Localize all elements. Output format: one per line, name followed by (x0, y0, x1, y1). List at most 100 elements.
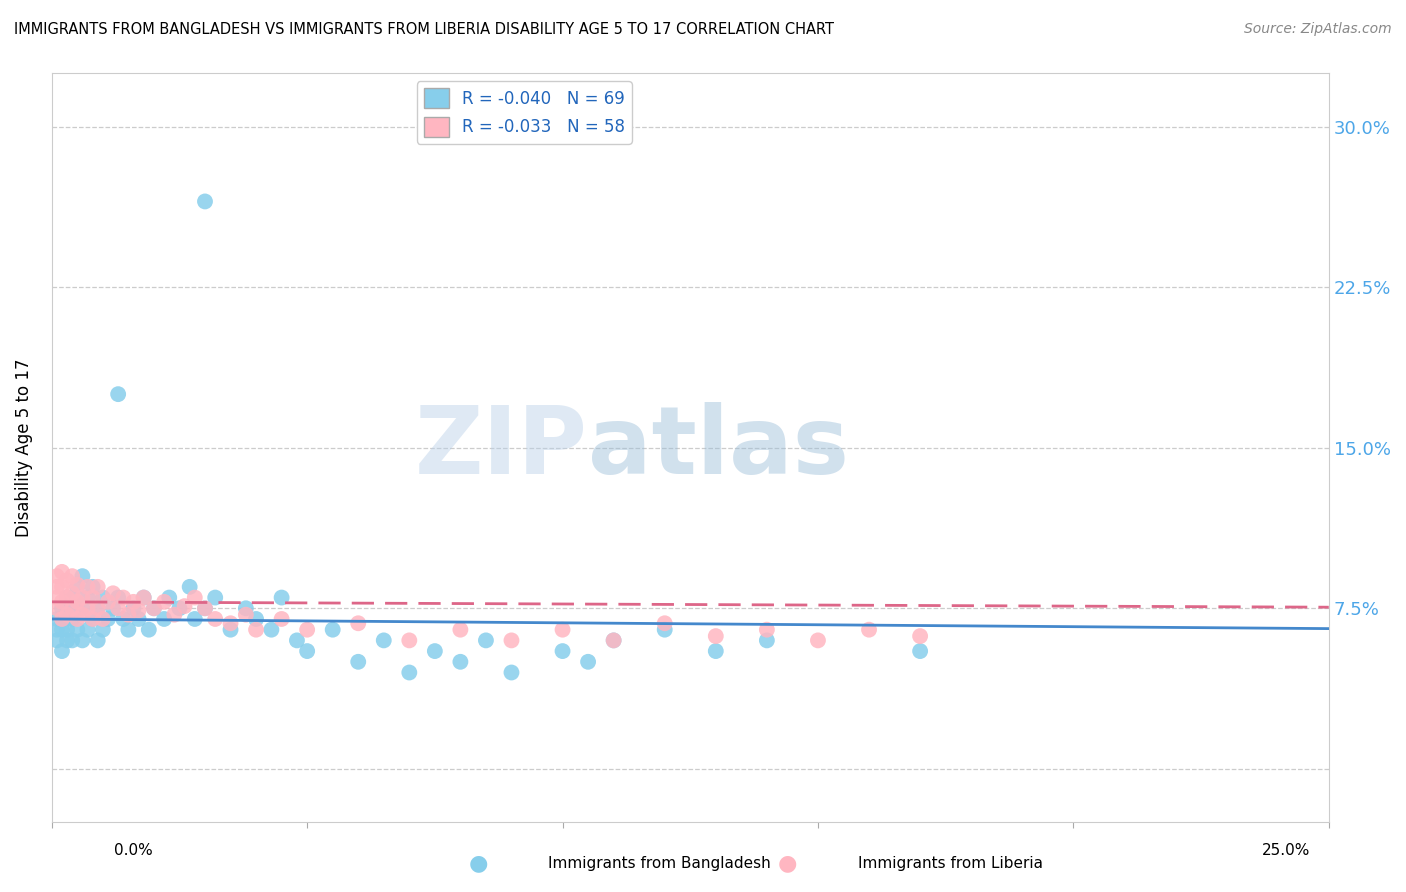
Point (755, 623, 778, 637)
Point (56, 607, 79, 622)
Point (194, 194, 217, 209)
Point (153, 595, 176, 609)
Point (56, 633, 79, 648)
Point (398, 665, 420, 680)
Point (173, 599, 195, 614)
Point (132, 591, 155, 605)
Point (45, 591, 67, 605)
Point (72, 633, 94, 648)
Point (60, 601, 83, 615)
Point (153, 612, 176, 626)
Y-axis label: Disability Age 5 to 17: Disability Age 5 to 17 (15, 359, 32, 537)
Point (501, 633, 523, 648)
Point (245, 623, 267, 637)
Point (122, 595, 145, 609)
Point (755, 633, 778, 648)
Point (122, 601, 145, 615)
Point (45, 601, 67, 615)
Point (76, 601, 98, 615)
Point (51, 612, 73, 626)
Point (66, 580, 89, 594)
Text: ●: ● (468, 854, 488, 873)
Text: 0.0%: 0.0% (114, 843, 153, 858)
Point (87, 601, 110, 615)
Point (908, 644, 931, 658)
Point (66, 595, 89, 609)
Point (132, 591, 155, 605)
Legend: R = -0.040   N = 69, R = -0.033   N = 58: R = -0.040 N = 69, R = -0.033 N = 58 (418, 81, 631, 144)
Point (45, 633, 67, 648)
Point (82, 591, 104, 605)
Point (260, 623, 283, 637)
Point (128, 612, 150, 626)
Point (219, 616, 242, 631)
Point (179, 580, 201, 594)
Point (45, 623, 67, 637)
Point (87, 633, 110, 648)
Point (72, 601, 94, 615)
Point (51, 623, 73, 637)
Point (322, 623, 344, 637)
Point (51, 565, 73, 579)
Point (101, 586, 124, 600)
Point (56, 601, 79, 615)
Point (107, 387, 129, 401)
Point (194, 601, 217, 615)
Point (235, 607, 257, 622)
Point (82, 612, 104, 626)
Point (551, 623, 574, 637)
Point (66, 623, 89, 637)
Point (72, 569, 94, 583)
Point (112, 591, 135, 605)
Point (60, 612, 83, 626)
Point (501, 665, 523, 680)
Point (219, 623, 242, 637)
Point (117, 623, 139, 637)
Point (107, 601, 129, 615)
Point (285, 633, 308, 648)
Point (51, 595, 73, 609)
Point (45, 580, 67, 594)
Point (194, 601, 217, 615)
Point (142, 601, 165, 615)
Text: Source: ZipAtlas.com: Source: ZipAtlas.com (1244, 22, 1392, 37)
Point (51, 580, 73, 594)
Point (45, 569, 67, 583)
Point (373, 633, 395, 648)
Point (347, 655, 370, 669)
Point (91, 623, 114, 637)
Point (204, 612, 226, 626)
Point (449, 655, 471, 669)
Point (117, 607, 139, 622)
Point (295, 644, 318, 658)
Point (654, 616, 676, 631)
Point (82, 612, 104, 626)
Point (398, 633, 420, 648)
Point (654, 623, 676, 637)
Point (60, 586, 83, 600)
Point (204, 591, 226, 605)
Point (163, 607, 186, 622)
Point (347, 616, 370, 631)
Text: IMMIGRANTS FROM BANGLADESH VS IMMIGRANTS FROM LIBERIA DISABILITY AGE 5 TO 17 COR: IMMIGRANTS FROM BANGLADESH VS IMMIGRANTS… (14, 22, 834, 37)
Text: Immigrants from Bangladesh: Immigrants from Bangladesh (548, 856, 770, 871)
Point (97, 595, 120, 609)
Point (807, 633, 830, 648)
Point (169, 601, 191, 615)
Point (60, 633, 83, 648)
Text: Immigrants from Liberia: Immigrants from Liberia (858, 856, 1043, 871)
Text: 25.0%: 25.0% (1263, 843, 1310, 858)
Point (87, 601, 110, 615)
Point (66, 601, 89, 615)
Point (107, 591, 129, 605)
Point (101, 601, 124, 615)
Text: ZIP: ZIP (415, 401, 588, 493)
Point (142, 601, 165, 615)
Point (60, 591, 83, 605)
Point (45, 612, 67, 626)
Point (128, 603, 150, 617)
Point (91, 612, 114, 626)
Point (51, 612, 73, 626)
Point (51, 644, 73, 658)
Point (91, 591, 114, 605)
